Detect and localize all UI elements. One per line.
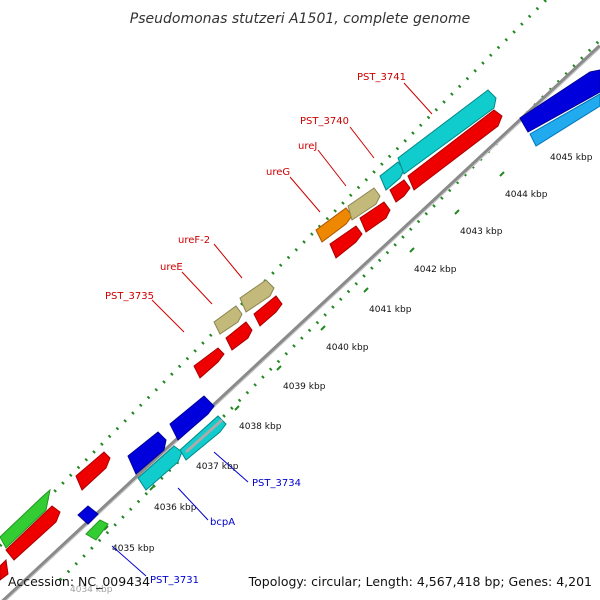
tick-4044 — [499, 171, 505, 177]
gene-lightblue-right[interactable] — [529, 93, 600, 147]
tick-4043 — [454, 209, 460, 215]
tick-4040 — [320, 325, 326, 331]
label-pst3741[interactable]: PST_3741 — [357, 72, 406, 83]
gene-uref2-khaki[interactable] — [239, 279, 275, 313]
gene-red-isolated[interactable] — [75, 451, 111, 491]
tick-label-4044: 4044 kbp — [505, 190, 548, 200]
gene-pst3741-red[interactable] — [407, 109, 503, 191]
gene-features — [0, 69, 600, 581]
gene-blue-upper[interactable] — [169, 395, 215, 441]
tick-label-4037: 4037 kbp — [196, 462, 239, 472]
label-ureg[interactable]: ureG — [266, 167, 290, 178]
gene-urej-red[interactable] — [359, 201, 391, 233]
gene-pst3741-cyan[interactable] — [397, 89, 497, 175]
outermost-dotted-ring — [0, 0, 600, 530]
label-bcpa[interactable]: bcpA — [210, 517, 235, 528]
gene-pst3740-cyan[interactable] — [379, 161, 405, 191]
far-outer-dotted-ring — [0, 0, 600, 488]
genome-backbone — [1, 44, 600, 600]
gene-urej-red-small[interactable] — [389, 179, 411, 203]
label-uref2[interactable]: ureF-2 — [178, 235, 210, 246]
tick-label-4034: 4034 kbp — [70, 585, 113, 595]
gene-blue-right[interactable] — [519, 69, 600, 133]
leader-pst3734 — [213, 451, 249, 483]
leader-urej — [317, 149, 347, 187]
gene-uref2-red[interactable] — [253, 295, 283, 327]
gene-green-left[interactable] — [0, 488, 51, 549]
tick-label-4040: 4040 kbp — [326, 343, 369, 353]
footer-stats: Topology: circular; Length: 4,567,418 bp… — [248, 574, 592, 589]
gene-cyan-a[interactable] — [137, 445, 183, 491]
label-urej[interactable]: ureJ — [298, 141, 317, 152]
leader-bcpa — [177, 487, 209, 521]
tick-label-4038: 4038 kbp — [239, 422, 282, 432]
tick-4035 — [103, 525, 109, 531]
gene-blue-small[interactable] — [77, 505, 99, 525]
tick-label-4045: 4045 kbp — [550, 153, 593, 163]
gene-ureg-orange[interactable] — [315, 207, 353, 243]
leader-uree — [181, 271, 213, 305]
tick-4036 — [149, 485, 155, 491]
leader-uref2 — [213, 243, 243, 279]
label-uree[interactable]: ureE — [160, 262, 183, 273]
gene-green-small[interactable] — [85, 519, 109, 541]
gene-uree-khaki[interactable] — [213, 305, 243, 335]
map-title: Pseudomonas stutzeri A1501, complete gen… — [130, 11, 470, 27]
tick-label-4035: 4035 kbp — [112, 544, 155, 554]
leader-ureg — [289, 176, 321, 213]
label-pst3735[interactable]: PST_3735 — [105, 291, 154, 302]
gene-ureg-khaki[interactable] — [347, 187, 381, 221]
leader-pst3740 — [349, 126, 375, 159]
label-pst3740[interactable]: PST_3740 — [300, 116, 349, 127]
leader-pst3731 — [111, 545, 147, 577]
gene-ureg-red[interactable] — [329, 225, 363, 259]
callout-lines — [111, 82, 433, 577]
footer-accession: Accession: NC_009434 — [8, 574, 150, 589]
tick-4038 — [234, 405, 240, 411]
gene-red-left[interactable] — [5, 505, 61, 561]
leader-pst3741 — [403, 82, 433, 115]
outer-dotted-ring — [0, 0, 549, 548]
gene-uree-red[interactable] — [225, 321, 253, 351]
tick-4042 — [409, 247, 415, 253]
tick-label-4039: 4039 kbp — [283, 382, 326, 392]
gene-blue-bcpa[interactable] — [127, 431, 167, 475]
gene-pst3735[interactable] — [193, 347, 225, 379]
leader-pst3735 — [151, 299, 185, 333]
upper-dotted-ring — [0, 0, 600, 515]
gene-red-edge[interactable] — [0, 558, 9, 581]
tick-label-4041: 4041 kbp — [369, 305, 412, 315]
tick-label-4042: 4042 kbp — [414, 265, 457, 275]
tick-label-4036: 4036 kbp — [154, 503, 197, 513]
genome-backbone-highlight — [5, 47, 600, 600]
label-pst3734[interactable]: PST_3734 — [252, 478, 301, 489]
label-pst3731[interactable]: PST_3731 — [150, 575, 199, 586]
gene-cyan-pst3734-stripe — [185, 418, 223, 454]
tick-4041 — [363, 287, 369, 293]
tick-4039 — [276, 365, 282, 371]
tick-label-4043: 4043 kbp — [460, 227, 503, 237]
